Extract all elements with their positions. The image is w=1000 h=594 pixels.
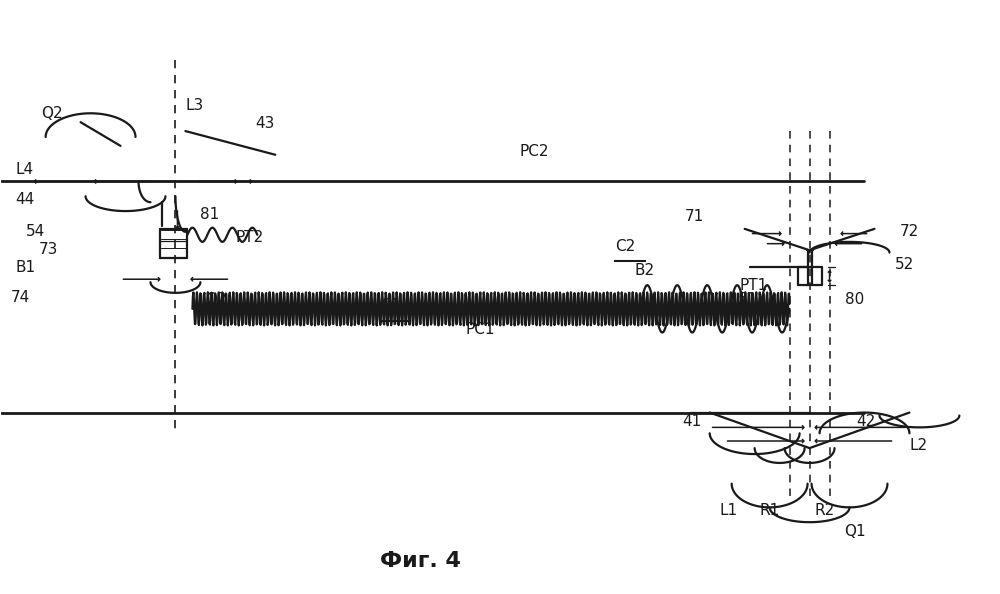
Text: B1: B1 [16,260,36,275]
Text: PC1: PC1 [465,322,495,337]
Text: R1: R1 [760,503,780,518]
Text: 41: 41 [683,414,702,429]
Text: 71: 71 [685,210,704,225]
Text: 44: 44 [16,192,35,207]
Text: C1: C1 [380,298,400,314]
Text: 42: 42 [857,414,876,429]
Text: B2: B2 [635,263,655,278]
Text: Q2: Q2 [205,292,227,308]
Text: 74: 74 [11,289,30,305]
Text: PC2: PC2 [520,144,549,159]
Text: 51: 51 [738,292,757,308]
Text: PT1: PT1 [740,277,768,293]
Text: L1: L1 [720,503,738,518]
Text: 52: 52 [894,257,914,272]
Text: 80: 80 [845,292,864,308]
Text: 43: 43 [255,116,275,131]
Text: C2: C2 [615,239,635,254]
Text: L3: L3 [185,98,204,113]
Text: 72: 72 [899,225,919,239]
Text: 73: 73 [39,242,58,257]
Text: Q2: Q2 [41,106,62,121]
Text: Фиг. 4: Фиг. 4 [380,551,461,571]
Text: L2: L2 [909,438,928,453]
Text: R2: R2 [815,503,835,518]
Text: L4: L4 [16,162,34,177]
Text: 54: 54 [26,225,45,239]
Text: PT2: PT2 [235,230,264,245]
Text: Q1: Q1 [845,523,866,539]
Text: 81: 81 [200,207,220,222]
